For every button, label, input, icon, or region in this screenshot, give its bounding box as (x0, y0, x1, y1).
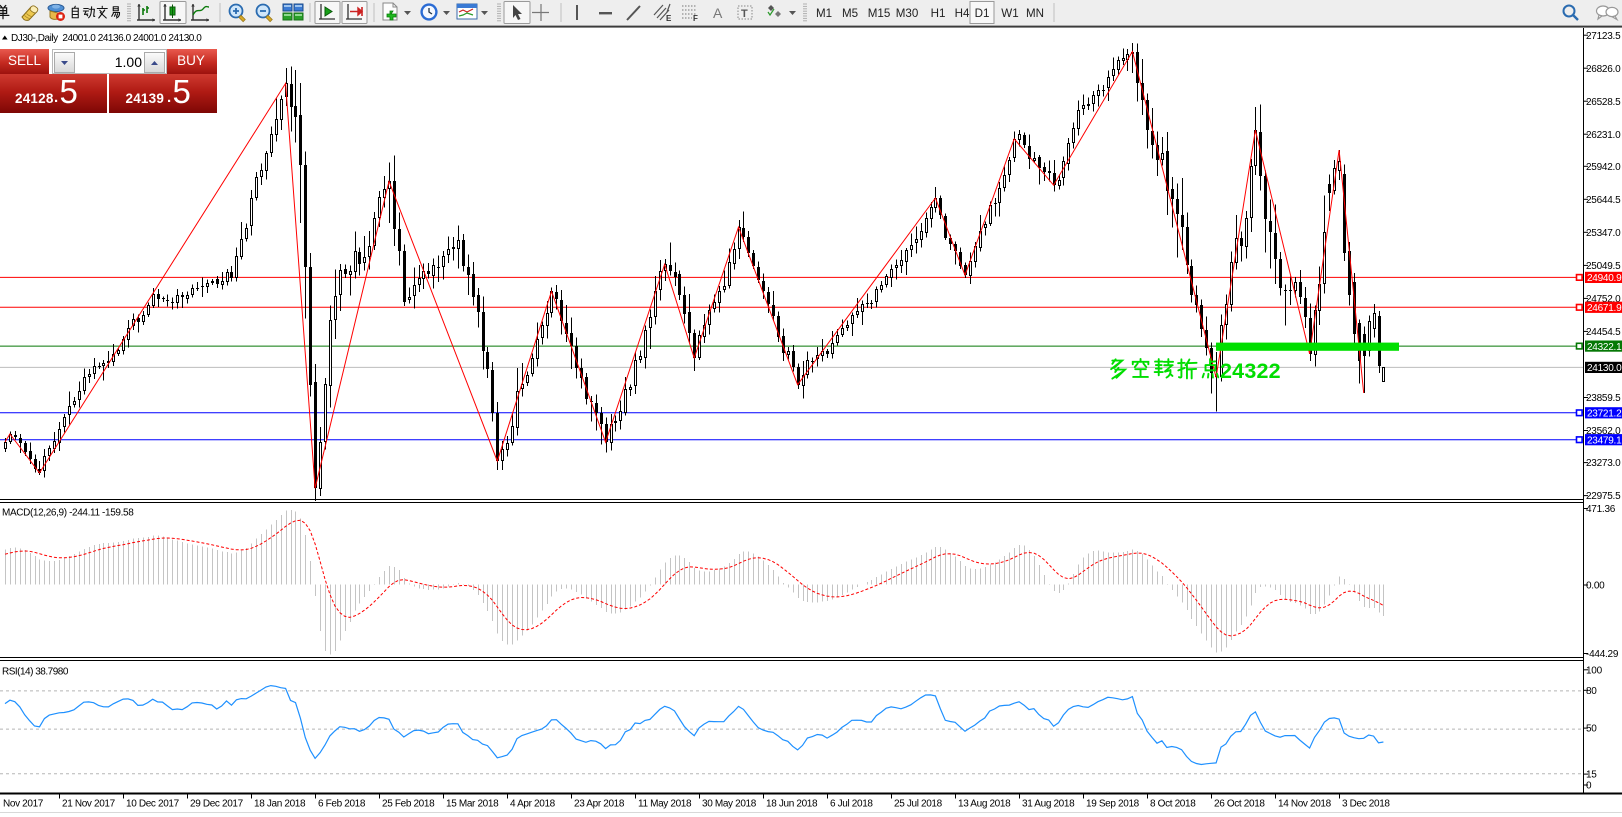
svg-text:MACD(12,26,9) -244.11 -159.58: MACD(12,26,9) -244.11 -159.58 (2, 508, 134, 519)
svg-text:D1: D1 (975, 7, 990, 20)
svg-text:24940.9: 24940.9 (1587, 273, 1622, 284)
svg-text:22975.5: 22975.5 (1586, 491, 1621, 502)
svg-text:25 Feb 2018: 25 Feb 2018 (382, 799, 435, 810)
svg-text:19 Sep 2018: 19 Sep 2018 (1086, 799, 1140, 810)
svg-text:26528.5: 26528.5 (1586, 97, 1621, 108)
svg-text:W1: W1 (1001, 7, 1018, 20)
svg-text:A: A (713, 5, 723, 21)
svg-text:10 Dec 2017: 10 Dec 2017 (126, 799, 180, 810)
svg-text:H4: H4 (955, 7, 970, 20)
svg-text:25347.0: 25347.0 (1586, 228, 1621, 239)
svg-text:471.36: 471.36 (1586, 504, 1616, 515)
svg-text:6 Feb 2018: 6 Feb 2018 (318, 799, 366, 810)
svg-text:15 Mar 2018: 15 Mar 2018 (446, 799, 499, 810)
svg-text:13 Aug 2018: 13 Aug 2018 (958, 799, 1011, 810)
svg-text:3 Dec 2018: 3 Dec 2018 (1342, 799, 1390, 810)
svg-text:26826.0: 26826.0 (1586, 64, 1621, 75)
svg-text:DJ30-,Daily 24001.0 24136.0 2: DJ30-,Daily 24001.0 24136.0 24001.0 2413… (11, 33, 202, 44)
svg-text:29 Dec 2017: 29 Dec 2017 (190, 799, 244, 810)
svg-text:M30: M30 (896, 7, 919, 20)
svg-text:H1: H1 (931, 7, 946, 20)
svg-text:31 Aug 2018: 31 Aug 2018 (1022, 799, 1075, 810)
svg-text:14 Nov 2018: 14 Nov 2018 (1278, 799, 1332, 810)
svg-text:M15: M15 (868, 7, 891, 20)
svg-text:F: F (693, 14, 698, 23)
svg-text:30 May 2018: 30 May 2018 (702, 799, 757, 810)
svg-text:80: 80 (1586, 686, 1597, 697)
svg-text:6 Jul 2018: 6 Jul 2018 (830, 799, 873, 810)
svg-text:24752.0: 24752.0 (1586, 294, 1621, 305)
svg-text:26231.0: 26231.0 (1586, 130, 1621, 141)
svg-text:E: E (666, 14, 672, 23)
svg-text:24130.0: 24130.0 (1587, 363, 1622, 374)
svg-text:18 Jun 2018: 18 Jun 2018 (766, 799, 818, 810)
svg-text:21 Nov 2017: 21 Nov 2017 (62, 799, 116, 810)
svg-text:25 Jul 2018: 25 Jul 2018 (894, 799, 943, 810)
svg-text:T: T (741, 8, 748, 20)
svg-text:25942.0: 25942.0 (1586, 162, 1621, 173)
svg-text:8 Oct 2018: 8 Oct 2018 (1150, 799, 1196, 810)
svg-text:23859.5: 23859.5 (1586, 393, 1621, 404)
svg-text:50: 50 (1586, 724, 1597, 735)
svg-text:27123.5: 27123.5 (1586, 31, 1621, 42)
svg-text:25049.5: 25049.5 (1586, 261, 1621, 272)
svg-text:15: 15 (1586, 770, 1597, 781)
svg-text:100: 100 (1586, 665, 1603, 676)
svg-text:RSI(14) 38.7980: RSI(14) 38.7980 (2, 667, 69, 678)
svg-text:11 May 2018: 11 May 2018 (638, 799, 692, 810)
svg-text:23 Apr 2018: 23 Apr 2018 (574, 799, 625, 810)
svg-text:0: 0 (1586, 781, 1592, 792)
svg-text:26 Oct 2018: 26 Oct 2018 (1214, 799, 1265, 810)
svg-text:24322: 24322 (1220, 359, 1281, 383)
svg-text:23273.0: 23273.0 (1586, 458, 1621, 469)
svg-text:24454.5: 24454.5 (1586, 327, 1621, 338)
svg-text:MN: MN (1026, 7, 1044, 20)
svg-text:24322.1: 24322.1 (1587, 342, 1622, 353)
svg-text:25644.5: 25644.5 (1586, 195, 1621, 206)
svg-text:23479.1: 23479.1 (1587, 436, 1622, 447)
svg-text:M5: M5 (842, 7, 858, 20)
svg-text:4 Apr 2018: 4 Apr 2018 (510, 799, 556, 810)
svg-text:Nov 2017: Nov 2017 (3, 799, 44, 810)
svg-text:M1: M1 (816, 7, 832, 20)
svg-text:24671.9: 24671.9 (1587, 303, 1622, 314)
svg-text:23721.2: 23721.2 (1587, 409, 1622, 420)
svg-text:-444.29: -444.29 (1586, 649, 1619, 660)
svg-text:0.00: 0.00 (1586, 581, 1605, 592)
svg-text:23562.0: 23562.0 (1586, 426, 1621, 437)
svg-text:18 Jan 2018: 18 Jan 2018 (254, 799, 306, 810)
